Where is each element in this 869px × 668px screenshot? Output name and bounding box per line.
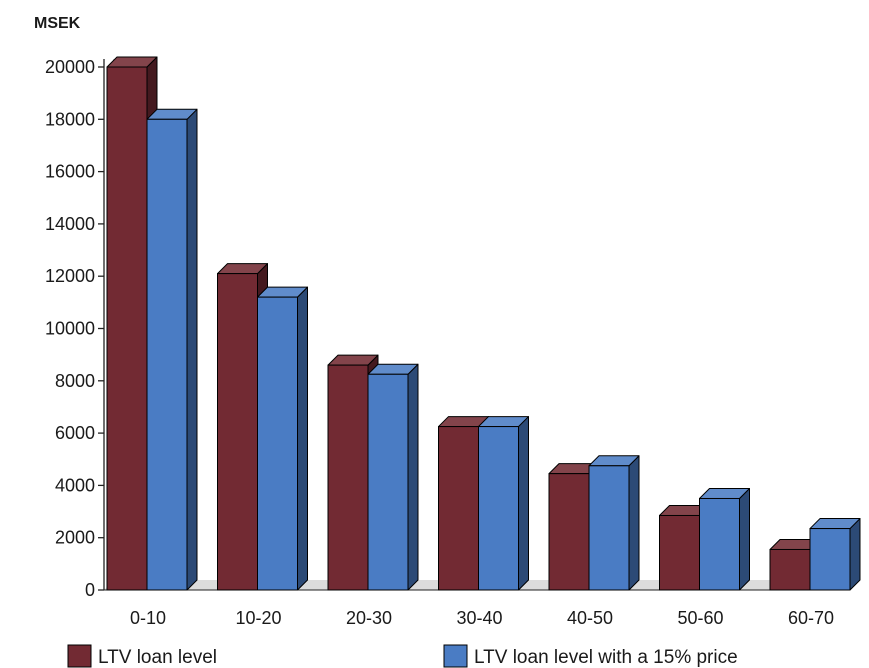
bar-front-face (809, 528, 851, 591)
bar-side-face (407, 363, 419, 591)
bar (478, 416, 529, 591)
bar-series (106, 56, 861, 591)
legend-label: LTV loan level with a 15% price (474, 647, 738, 668)
bar-side-face (849, 518, 861, 591)
y-tick-label: 0 (85, 580, 95, 600)
bar-front-face (769, 548, 811, 591)
bar-front-face (106, 66, 148, 591)
bar-front-face (146, 118, 188, 591)
x-axis-ticks: 0-10 10-20 20-30 30-40 40-50 50-60 60-70 (130, 608, 834, 628)
y-axis-title: MSEK (34, 15, 81, 32)
bar-side-face (628, 455, 640, 591)
bar-front-face (438, 426, 479, 591)
y-axis-ticks: 0 2000 4000 6000 8000 10000 12000 14000 16000 180… (45, 57, 104, 600)
legend-item: LTV loan level (67, 644, 217, 668)
bar-front-face (478, 426, 519, 591)
x-tick-label: 0-10 (130, 608, 166, 628)
bar-front-face (699, 497, 740, 591)
bar-front-face (588, 465, 630, 591)
x-tick-label: 50-60 (677, 608, 723, 628)
y-tick-label: 4000 (55, 475, 95, 495)
bar-side-face (518, 416, 529, 591)
legend-item: LTV loan level with a 15% price (443, 644, 738, 668)
x-tick-label: 60-70 (788, 608, 834, 628)
y-tick-label: 14000 (45, 214, 95, 234)
bar-front-face (327, 364, 369, 591)
bar (367, 363, 419, 591)
y-tick-label: 10000 (45, 319, 95, 339)
bar-side-face (297, 286, 308, 591)
x-tick-label: 20-30 (346, 608, 392, 628)
x-tick-label: 30-40 (456, 608, 502, 628)
x-tick-label: 40-50 (567, 608, 613, 628)
bar (146, 108, 198, 591)
bar (548, 463, 600, 591)
bar (699, 487, 750, 591)
bar-front-face (257, 296, 298, 591)
y-tick-label: 12000 (45, 266, 95, 286)
y-tick-label: 2000 (55, 528, 95, 548)
y-tick-label: 16000 (45, 162, 95, 182)
y-tick-label: 20000 (45, 57, 95, 77)
y-tick-label: 6000 (55, 423, 95, 443)
bar-front-face (548, 473, 590, 591)
bar-side-face (739, 487, 750, 591)
legend-label: LTV loan level (98, 647, 217, 668)
legend: LTV loan level LTV loan level with a 15% … (67, 644, 738, 668)
x-tick-label: 10-20 (235, 608, 281, 628)
bar-front-face (217, 273, 258, 591)
bar-side-face (186, 108, 198, 591)
bar (588, 455, 640, 591)
legend-swatch (443, 644, 468, 668)
bar-front-face (367, 373, 409, 591)
y-tick-label: 18000 (45, 109, 95, 129)
bar (257, 286, 308, 591)
y-tick-label: 8000 (55, 371, 95, 391)
bar (809, 518, 861, 591)
bar-front-face (659, 514, 700, 591)
legend-swatch (67, 644, 92, 668)
